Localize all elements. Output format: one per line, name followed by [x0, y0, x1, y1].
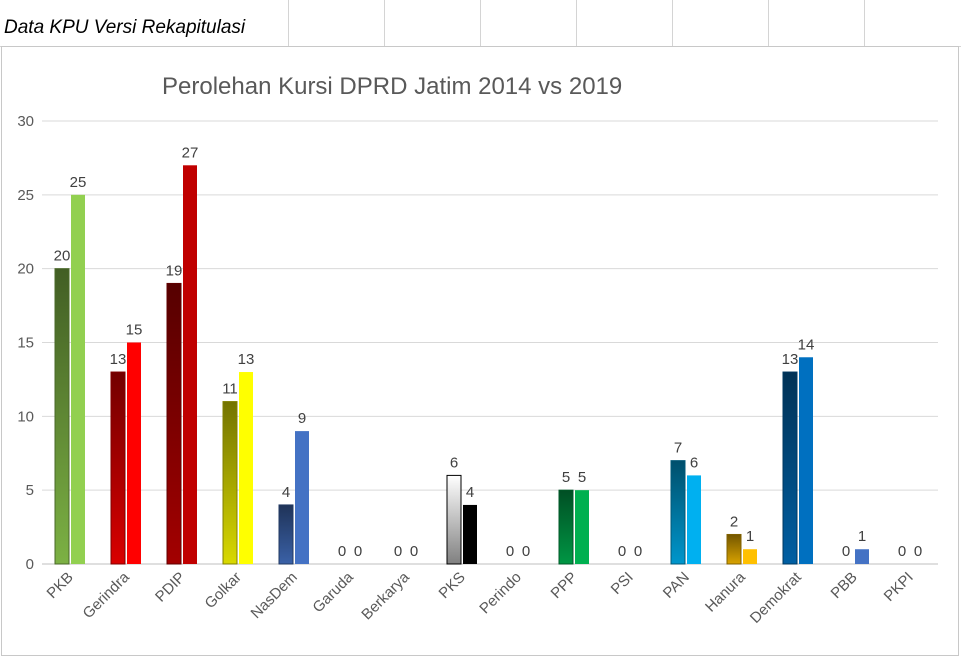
x-tick-label: Demokrat [747, 568, 806, 627]
data-label: 0 [914, 543, 922, 560]
bar-gerindra-series-2 [127, 342, 141, 564]
data-label: 27 [182, 144, 199, 161]
data-label: 14 [798, 336, 815, 353]
cell-border [672, 0, 673, 46]
data-label: 5 [578, 469, 586, 486]
data-label: 4 [466, 484, 474, 501]
x-tick-label: Perindo [476, 569, 525, 618]
bar-golkar-series-2 [239, 372, 253, 564]
x-tick-label: PBB [828, 569, 861, 602]
bar-pbb-series-2 [855, 549, 869, 564]
x-tick-label: PDIP [152, 569, 189, 606]
x-tick-label: Gerindra [80, 568, 134, 622]
data-label: 0 [394, 543, 402, 560]
bar-pks-series-2 [463, 504, 477, 564]
data-label: 0 [506, 543, 514, 560]
data-label: 6 [690, 454, 698, 471]
x-tick-label: NasDem [248, 569, 301, 622]
cell-border [480, 0, 481, 46]
sheet-title: Data KPU Versi Rekapitulasi [4, 17, 246, 38]
bar-pks-series-1 [446, 474, 462, 565]
data-label: 13 [782, 351, 799, 368]
x-tick-label: PPP [548, 569, 581, 602]
x-tick-label: PKS [436, 569, 469, 602]
cell-border [768, 0, 769, 46]
data-label: 0 [522, 543, 530, 560]
data-label: 0 [338, 543, 346, 560]
bar-hanura-series-2 [743, 549, 757, 564]
x-tick-label: PKPI [881, 569, 917, 605]
y-tick-label: 5 [26, 482, 34, 499]
x-tick-label: PSI [608, 569, 637, 598]
x-tick-label: Golkar [202, 569, 245, 612]
bar-ppp-series-2 [575, 490, 589, 564]
bar-pdip-series-2 [183, 165, 197, 565]
data-label: 6 [450, 454, 458, 471]
data-label: 4 [282, 484, 290, 501]
data-label: 0 [842, 543, 850, 560]
x-tick-label: Garuda [309, 568, 357, 616]
data-label: 9 [298, 410, 306, 427]
bar-pan-series-1 [670, 460, 686, 565]
bar-hanura-series-1 [726, 533, 742, 565]
data-label: 1 [858, 528, 866, 545]
bar-demokrat-series-2 [799, 357, 813, 564]
data-label: 19 [166, 262, 183, 279]
data-label: 15 [126, 322, 143, 339]
data-label: 1 [746, 528, 754, 545]
bar-nasdem-series-2 [295, 431, 309, 564]
bar-ppp-series-1 [558, 489, 574, 565]
data-label: 25 [70, 174, 87, 191]
cell-border [864, 0, 865, 46]
x-tick-label: PAN [660, 569, 693, 602]
y-tick-label: 10 [17, 408, 34, 425]
data-label: 0 [410, 543, 418, 560]
bar-gerindra-series-1 [110, 371, 126, 565]
x-tick-label: Berkarya [358, 568, 413, 623]
data-label: 0 [898, 543, 906, 560]
bar-pdip-series-1 [166, 282, 182, 565]
data-label: 0 [618, 543, 626, 560]
bar-demokrat-series-1 [782, 371, 798, 565]
data-label: 13 [238, 351, 255, 368]
bar-golkar-series-1 [222, 401, 238, 565]
data-label: 13 [110, 351, 127, 368]
data-label: 2 [730, 513, 738, 530]
y-tick-label: 0 [26, 556, 34, 573]
data-label: 7 [674, 440, 682, 457]
y-tick-label: 15 [17, 335, 34, 352]
bar-pkb-series-1 [54, 268, 70, 565]
data-label: 0 [634, 543, 642, 560]
x-tick-label: PKB [44, 569, 77, 602]
y-tick-label: 20 [17, 261, 34, 278]
x-tick-label: Hanura [702, 568, 749, 615]
cell-border [288, 0, 289, 46]
bar-pkb-series-2 [71, 194, 85, 565]
data-label: 20 [54, 248, 71, 265]
data-label: 0 [354, 543, 362, 560]
y-tick-label: 25 [17, 187, 34, 204]
cell-border [576, 0, 577, 46]
chart-title: Perolehan Kursi DPRD Jatim 2014 vs 2019 [162, 73, 623, 100]
data-label: 11 [222, 381, 238, 398]
data-label: 5 [562, 469, 570, 486]
cell-border [384, 0, 385, 46]
y-tick-label: 30 [17, 113, 34, 130]
bar-pan-series-2 [687, 475, 701, 564]
bar-nasdem-series-1 [278, 504, 294, 565]
